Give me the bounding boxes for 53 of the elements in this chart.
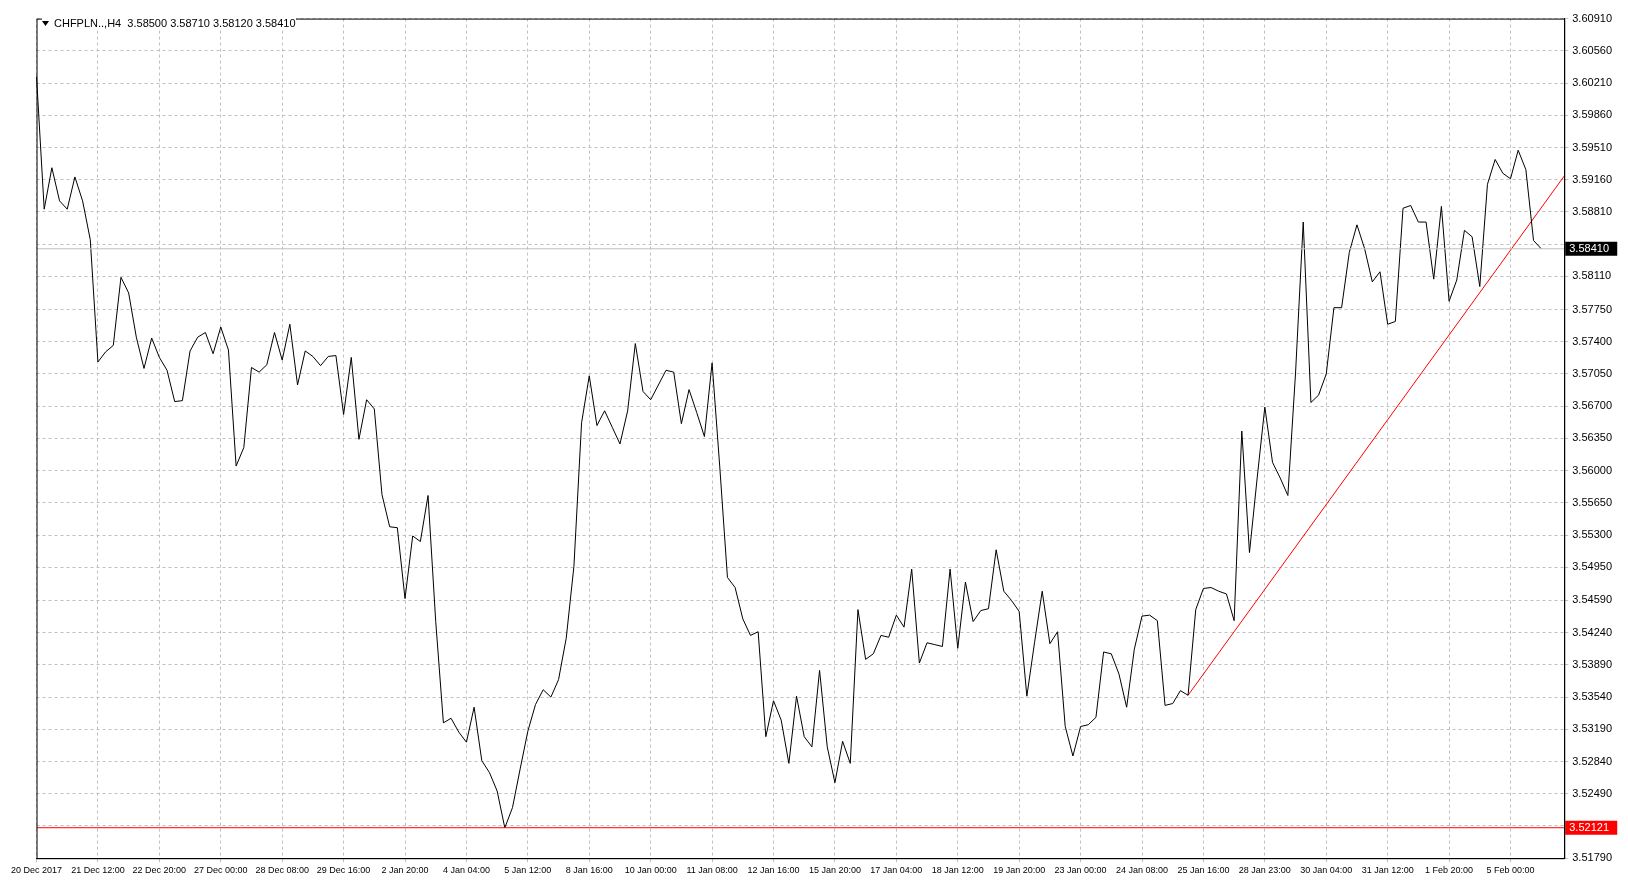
y-tick-label: 3.60560 [1572,43,1612,56]
x-tick-label: 8 Jan 16:00 [565,865,613,876]
y-tick-label: 3.54240 [1572,625,1612,638]
x-tick-label: 10 Jan 00:00 [624,865,677,876]
y-tick-label: 3.59860 [1572,108,1612,121]
x-tick-label: 29 Dec 16:00 [316,865,371,876]
x-tick-label: 27 Dec 00:00 [193,865,248,876]
y-tick-label: 3.57400 [1572,334,1612,347]
x-tick-label: 12 Jan 16:00 [747,865,800,876]
y-tick-label: 3.60210 [1572,76,1612,89]
x-tick-label: 21 Dec 12:00 [71,865,125,876]
y-tick-label: 3.56350 [1572,431,1612,444]
x-tick-label: 19 Jan 20:00 [993,865,1046,876]
x-tick-label: 23 Jan 00:00 [1054,865,1107,876]
y-tick-label: 3.59510 [1572,140,1612,153]
y-tick-label: 3.54950 [1572,560,1612,573]
y-tick-label: 3.53890 [1572,657,1612,670]
x-tick-label: 22 Dec 20:00 [132,865,187,876]
x-tick-label: 28 Dec 08:00 [255,865,309,876]
x-tick-label: 11 Jan 08:00 [686,865,738,876]
x-tick-label: 5 Feb 00:00 [1486,865,1535,876]
x-tick-label: 31 Jan 12:00 [1361,865,1414,876]
x-tick-label: 20 Dec 2017 [11,865,63,876]
x-tick-label: 28 Jan 23:00 [1238,865,1291,876]
y-tick-label: 3.58810 [1572,204,1612,217]
y-tick-label: 3.55650 [1572,495,1612,508]
x-tick-label: 2 Jan 20:00 [381,865,429,876]
y-tick-label: 3.59160 [1572,172,1612,185]
y-tick-label: 3.55300 [1572,528,1612,541]
x-tick-label: 4 Jan 04:00 [442,865,490,876]
x-tick-label: 5 Jan 12:00 [504,865,552,876]
x-tick-label: 25 Jan 16:00 [1177,865,1230,876]
x-tick-label: 18 Jan 12:00 [931,865,984,876]
y-tick-label: 3.56700 [1572,399,1612,412]
y-tick-label: 3.60910 [1572,11,1612,24]
y-tick-label: 3.52490 [1572,786,1612,799]
ref-line-label: 3.52121 [1569,820,1609,833]
x-tick-label: 17 Jan 04:00 [870,865,923,876]
x-tick-label: 15 Jan 20:00 [808,865,861,876]
y-tick-label: 3.52840 [1572,754,1612,767]
x-tick-label: 24 Jan 08:00 [1115,865,1169,876]
y-tick-label: 3.53540 [1572,690,1612,703]
ref-line-label: 3.58410 [1569,241,1609,254]
y-tick-label: 3.51790 [1572,851,1612,864]
chart-title: CHFPLN..,H4 3.58500 3.58710 3.58120 3.58410 [54,17,296,29]
x-tick-label: 30 Jan 04:00 [1300,865,1353,876]
y-tick-label: 3.56000 [1572,463,1612,476]
x-tick-label: 1 Feb 20:00 [1425,865,1474,876]
y-tick-label: 3.58110 [1572,269,1612,282]
y-tick-label: 3.53190 [1572,722,1612,735]
y-tick-label: 3.54590 [1572,593,1612,606]
y-tick-label: 3.57050 [1572,366,1612,379]
y-tick-label: 3.57750 [1572,302,1612,315]
